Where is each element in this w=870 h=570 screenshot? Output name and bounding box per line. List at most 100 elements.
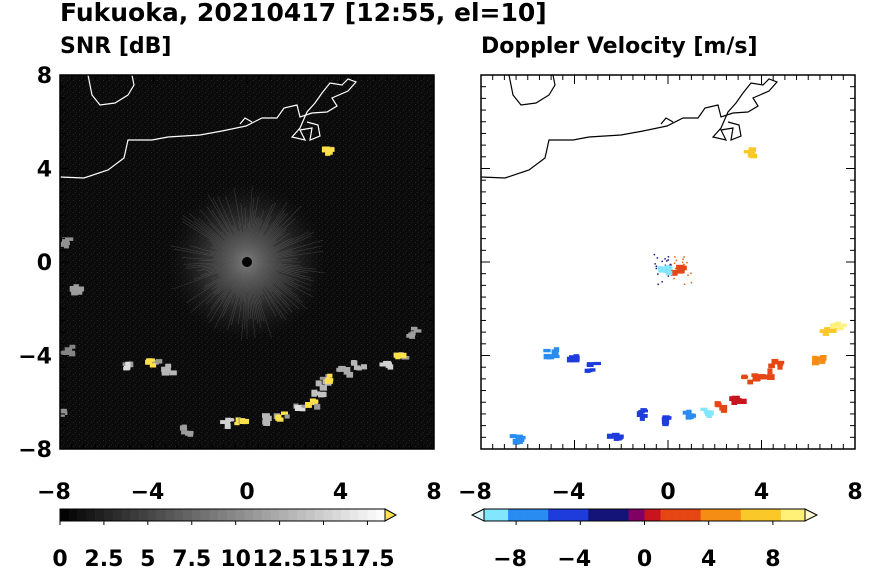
colorbar-cell (376, 509, 386, 521)
x-tick-label: 8 (426, 480, 441, 505)
clutter-spoke (246, 261, 325, 274)
clutter-spoke (209, 222, 248, 263)
clutter-spoke (205, 261, 248, 272)
clutter-spoke (239, 261, 248, 297)
echo-cell (69, 344, 76, 349)
colorbar-cell (684, 509, 693, 521)
snr-axis-ticks: −8 −4 0 4 8 8 4 0 −4 −8 (18, 64, 441, 505)
clutter-spoke (209, 249, 248, 263)
clutter-spoke (246, 261, 300, 310)
clutter-spoke (246, 261, 283, 264)
colorbar-cell (165, 509, 175, 521)
echo-cell (811, 360, 820, 366)
clutter-spoke (221, 261, 248, 300)
y-tick-label: 0 (37, 251, 52, 276)
clutter-spoke (235, 261, 248, 296)
echo-cell (739, 398, 747, 405)
echo-cell (156, 359, 163, 364)
clutter-speckle (683, 256, 685, 258)
colorbar-cell (103, 509, 113, 521)
clutter-spoke (246, 261, 261, 296)
echo-cell (161, 371, 167, 376)
clutter-spoke (246, 217, 257, 263)
colorbar-cell (732, 509, 742, 521)
clutter-spoke (231, 261, 248, 305)
clutter-spoke (227, 231, 248, 263)
colorbar-tick-label: −4 (557, 547, 591, 570)
colorbar-tick-label: 4 (701, 547, 716, 570)
clutter-spoke (212, 197, 248, 263)
clutter-spoke (246, 228, 287, 263)
clutter-spoke (246, 245, 322, 263)
echo-cell (69, 286, 76, 292)
echo-cell (327, 147, 335, 152)
colorbar-tick-label: 15 (308, 547, 339, 570)
snr-coastline (60, 75, 358, 179)
clutter-speckle (664, 258, 666, 260)
echo-cell (413, 329, 422, 333)
colorbar-extend-max (384, 508, 398, 522)
clutter-spoke (233, 187, 248, 263)
echo-cell (311, 391, 317, 397)
colorbar-cell (676, 509, 685, 521)
echo-cell (263, 420, 271, 426)
colorbar-cell (218, 509, 228, 521)
colorbar-cell (724, 509, 734, 521)
clutter-spoke (246, 232, 314, 263)
clutter-spoke (206, 206, 248, 263)
echo-cell (593, 361, 601, 366)
doppler-echoes (509, 147, 847, 445)
clutter-spoke (246, 251, 324, 263)
clutter-spoke (224, 239, 248, 263)
colorbar-cell (636, 509, 645, 521)
colorbar-tick-label: 0 (52, 547, 67, 570)
colorbar-cell (708, 509, 718, 521)
echo-cell (181, 424, 187, 428)
echo-cell (836, 327, 844, 331)
snr-panel-title: SNR [dB] (60, 34, 172, 59)
snr-echoes (60, 146, 422, 437)
doppler-colorbar-cells (470, 508, 819, 522)
clutter-spoke (246, 258, 298, 263)
echo-cell (751, 373, 759, 377)
clutter-spoke (238, 261, 248, 324)
echo-cell (663, 266, 671, 273)
clutter-spoke (186, 261, 248, 304)
echo-cell (662, 422, 669, 427)
echo-cell (741, 375, 749, 379)
clutter-spoke (246, 261, 291, 307)
clutter-spoke (193, 261, 248, 280)
colorbar-cell (532, 509, 541, 521)
colorbar-cell (112, 509, 122, 521)
clutter-spoke (244, 207, 248, 263)
clutter-spoke (212, 246, 248, 263)
echo-cell (512, 438, 520, 445)
echo-cell (700, 407, 708, 412)
colorbar-tick-label: 7.5 (172, 547, 211, 570)
clutter-spoke (172, 261, 248, 290)
echo-cell (831, 323, 838, 327)
echo-cell (731, 399, 738, 406)
clutter-spoke (246, 209, 286, 263)
clutter-spoke (246, 261, 300, 274)
clutter-spoke (242, 232, 248, 263)
colorbar-tick-label: 8 (765, 547, 780, 570)
clutter-spoke (246, 261, 262, 322)
clutter-speckle (654, 263, 656, 265)
clutter-speckle (673, 262, 676, 265)
clutter-spoke (217, 196, 248, 263)
echo-cell (748, 147, 757, 152)
colorbar-cell (796, 509, 806, 521)
clutter-spoke (246, 252, 277, 263)
clutter-spoke (246, 245, 274, 263)
colorbar-cell (484, 509, 493, 521)
echo-cell (181, 430, 189, 435)
doppler-coastline (481, 75, 779, 179)
clutter-spoke (246, 261, 287, 321)
clutter-speckle (661, 281, 663, 283)
colorbar-cell (644, 509, 653, 521)
colorbar-cell (226, 509, 236, 521)
echo-cell (566, 356, 574, 363)
clutter-spoke (246, 216, 259, 263)
clutter-spoke (246, 261, 312, 279)
